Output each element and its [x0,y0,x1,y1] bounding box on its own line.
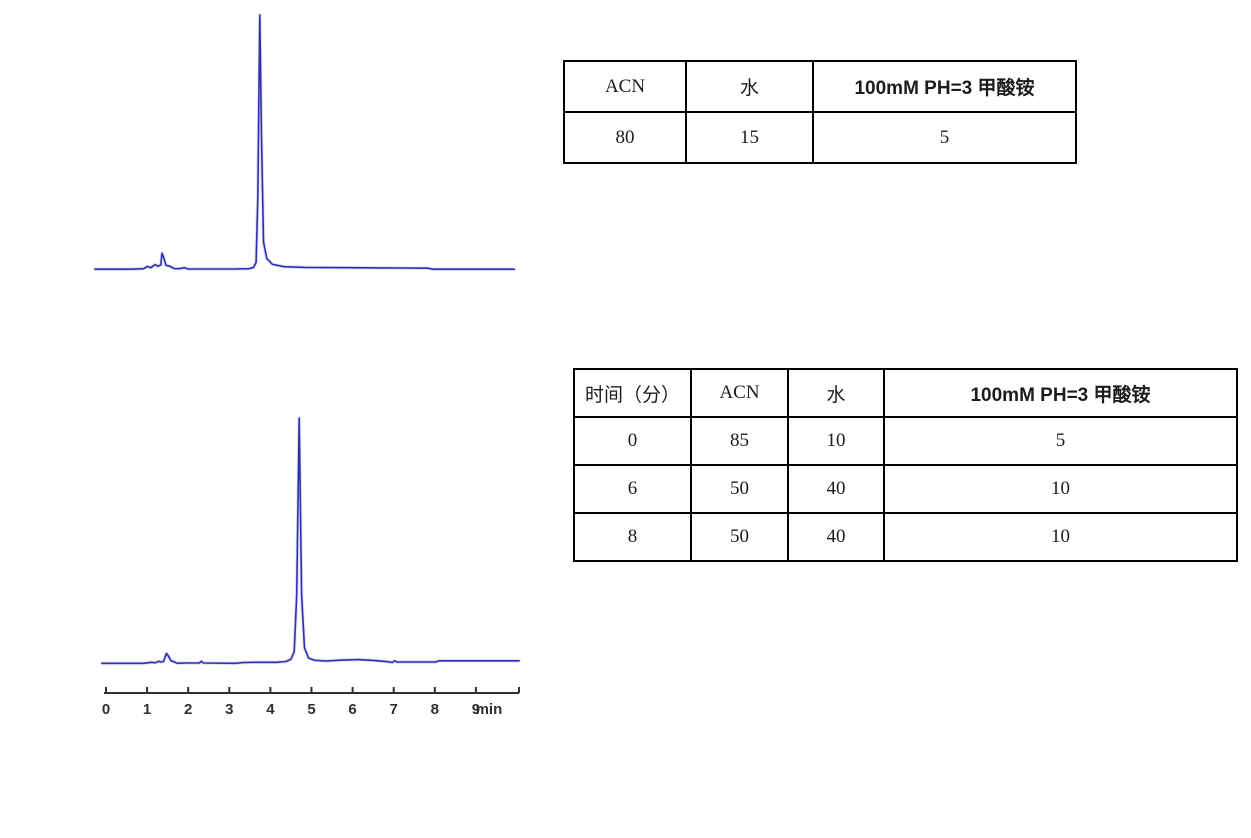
cell-water: 40 [787,512,885,562]
header-cell-water: 水 [787,368,885,418]
svg-text:min: min [476,701,503,718]
cell-buffer: 5 [883,416,1238,466]
table-header-row: 时间（分） ACN 水 100mM PH=3 甲酸铵 [573,368,1238,418]
chromatogram-trace [101,417,520,665]
svg-text:7: 7 [390,701,398,718]
trace-halo [100,416,521,665]
cell-buffer: 10 [883,464,1238,514]
cell-water-value: 15 [685,111,814,164]
cell-time: 0 [573,416,692,466]
cell-buffer: 10 [883,512,1238,562]
svg-text:0: 0 [102,701,110,718]
table-row: 6 50 40 10 [573,464,1238,514]
cell-time: 8 [573,512,692,562]
cell-acn: 50 [690,512,789,562]
svg-text:9: 9 [472,701,480,718]
cell-acn: 85 [690,416,789,466]
svg-text:5: 5 [307,701,315,718]
svg-text:2: 2 [184,701,192,718]
cell-buffer-value: 5 [812,111,1077,164]
table-row: 0 85 10 5 [573,416,1238,466]
cell-water: 40 [787,464,885,514]
cell-acn-value: 80 [563,111,687,164]
header-cell-buffer: 100mM PH=3 甲酸铵 [812,60,1077,113]
cell-time: 6 [573,464,692,514]
svg-text:1: 1 [143,701,151,718]
chromatogram-trace [94,14,515,270]
header-cell-acn: ACN [690,368,789,418]
table-header-row: ACN 水 100mM PH=3 甲酸铵 [563,60,1077,113]
svg-text:8: 8 [431,701,439,718]
header-cell-water: 水 [685,60,814,113]
table-row: 80 15 5 [563,111,1077,164]
mobile-phase-table-isocratic: ACN 水 100mM PH=3 甲酸铵 80 15 5 [563,60,1077,164]
trace-halo [93,13,516,271]
header-cell-time: 时间（分） [573,368,692,418]
svg-text:6: 6 [348,701,356,718]
cell-water: 10 [787,416,885,466]
svg-text:4: 4 [266,701,275,718]
chromatogram-isocratic [93,13,516,271]
svg-text:3: 3 [225,701,233,718]
gradient-program-table: 时间（分） ACN 水 100mM PH=3 甲酸铵 0 85 10 5 6 5… [573,368,1238,562]
table-row: 8 50 40 10 [573,512,1238,562]
header-cell-acn: ACN [563,60,687,113]
header-cell-buffer: 100mM PH=3 甲酸铵 [883,368,1238,418]
cell-acn: 50 [690,464,789,514]
